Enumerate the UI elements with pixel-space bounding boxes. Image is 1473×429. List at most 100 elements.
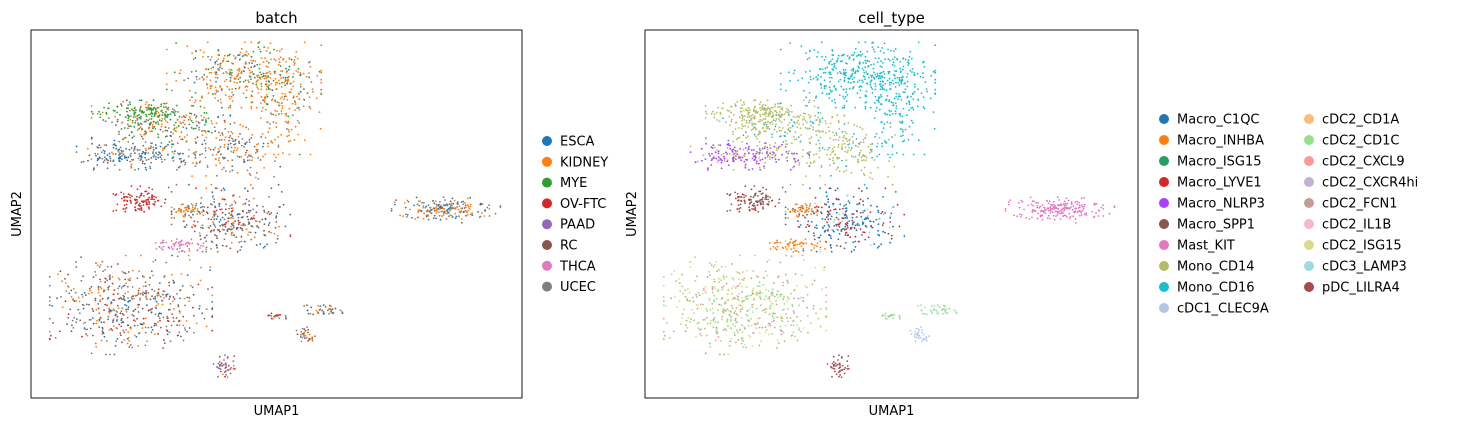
umap-point bbox=[301, 336, 304, 339]
umap-point bbox=[97, 303, 100, 305]
umap-point bbox=[903, 234, 906, 236]
umap-point bbox=[831, 54, 834, 56]
umap-point bbox=[841, 159, 843, 162]
umap-point bbox=[257, 226, 260, 229]
umap-point bbox=[99, 113, 102, 116]
umap-point bbox=[793, 69, 796, 72]
umap-point bbox=[744, 166, 747, 169]
umap-point bbox=[800, 241, 803, 244]
umap-point bbox=[765, 196, 768, 199]
umap-point bbox=[721, 286, 723, 289]
umap-point bbox=[162, 147, 164, 150]
umap-point bbox=[138, 99, 141, 102]
umap-point bbox=[404, 206, 407, 209]
umap-point bbox=[851, 135, 854, 138]
umap-point bbox=[815, 312, 817, 315]
umap-point bbox=[887, 232, 890, 235]
umap-point bbox=[209, 203, 212, 205]
umap-point bbox=[264, 96, 267, 99]
umap-point bbox=[698, 328, 701, 331]
umap-point bbox=[874, 88, 877, 91]
umap-point bbox=[74, 291, 77, 294]
umap-point bbox=[54, 337, 57, 339]
umap-point bbox=[292, 76, 294, 78]
umap-point bbox=[846, 222, 849, 225]
umap-point bbox=[774, 247, 777, 250]
umap-point bbox=[134, 115, 137, 118]
umap-point bbox=[701, 292, 704, 295]
umap-point bbox=[766, 146, 769, 149]
umap-point bbox=[844, 95, 847, 98]
umap-point bbox=[870, 224, 872, 227]
umap-point bbox=[152, 260, 155, 263]
umap-point bbox=[738, 292, 741, 295]
umap-point bbox=[144, 156, 147, 159]
umap-point bbox=[136, 117, 139, 120]
legend-label: THCA bbox=[559, 259, 596, 274]
umap-point bbox=[178, 319, 181, 322]
umap-point bbox=[140, 254, 142, 257]
umap-point bbox=[499, 205, 502, 208]
umap-point bbox=[737, 284, 740, 287]
umap-point bbox=[722, 307, 725, 310]
umap-point bbox=[117, 277, 120, 279]
umap-point bbox=[765, 152, 768, 155]
umap-point bbox=[889, 221, 892, 223]
umap-point bbox=[132, 149, 135, 152]
umap-point bbox=[812, 307, 815, 310]
umap-point bbox=[216, 229, 219, 231]
umap-point bbox=[844, 146, 847, 149]
umap-point bbox=[870, 150, 873, 153]
umap-point bbox=[736, 321, 739, 323]
umap-point bbox=[892, 104, 895, 106]
umap-point bbox=[807, 220, 810, 223]
umap-point bbox=[784, 139, 787, 142]
umap-point bbox=[253, 145, 256, 148]
umap-point bbox=[238, 142, 241, 145]
umap-point bbox=[444, 210, 446, 213]
umap-point bbox=[157, 106, 160, 109]
umap-point bbox=[793, 289, 796, 291]
umap-point bbox=[1078, 201, 1080, 204]
umap-point bbox=[729, 209, 732, 212]
umap-point bbox=[108, 152, 111, 155]
umap-point bbox=[722, 329, 725, 331]
umap-point bbox=[147, 326, 150, 329]
umap-point bbox=[120, 319, 123, 321]
umap-point bbox=[777, 276, 779, 279]
umap-point bbox=[868, 76, 870, 79]
umap-point bbox=[90, 318, 92, 321]
umap-point bbox=[728, 153, 731, 155]
umap-point bbox=[260, 136, 263, 138]
umap-point bbox=[828, 97, 831, 99]
umap-point bbox=[796, 243, 799, 246]
umap-point bbox=[116, 315, 119, 318]
umap-point bbox=[266, 95, 269, 98]
umap-point bbox=[759, 202, 762, 205]
umap-point bbox=[194, 99, 197, 102]
umap-point bbox=[181, 285, 184, 287]
umap-point bbox=[166, 315, 169, 318]
umap-point bbox=[208, 72, 211, 74]
umap-point bbox=[819, 246, 822, 249]
umap-point bbox=[250, 137, 253, 139]
umap-point bbox=[771, 315, 774, 318]
umap-point bbox=[720, 304, 722, 306]
umap-point bbox=[234, 368, 236, 370]
umap-point bbox=[777, 342, 780, 344]
umap-point bbox=[234, 56, 237, 59]
umap-point bbox=[234, 202, 237, 204]
umap-point bbox=[730, 203, 733, 206]
umap-point bbox=[269, 88, 272, 91]
umap-point bbox=[230, 366, 233, 369]
umap-point bbox=[310, 81, 313, 83]
umap-point bbox=[765, 123, 768, 126]
umap-point bbox=[729, 124, 731, 126]
umap-point bbox=[793, 297, 795, 300]
umap-point bbox=[152, 108, 154, 111]
umap-point bbox=[486, 206, 489, 209]
umap-point bbox=[94, 297, 97, 300]
umap-point bbox=[876, 61, 879, 63]
umap-point bbox=[748, 115, 751, 118]
umap-point bbox=[210, 218, 213, 221]
